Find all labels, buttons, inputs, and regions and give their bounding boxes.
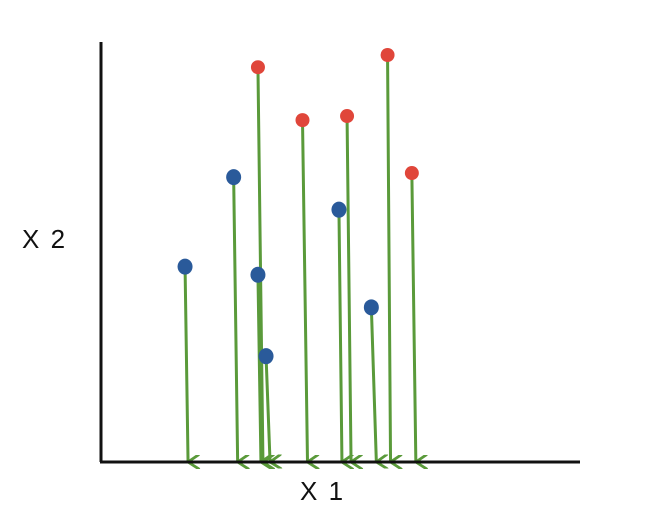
red-data-point bbox=[295, 113, 310, 128]
projection-arrow bbox=[369, 305, 376, 462]
projection-arrow bbox=[301, 118, 308, 462]
projection-arrow bbox=[232, 175, 238, 462]
projection-arrow bbox=[183, 265, 188, 462]
blue-data-point bbox=[331, 201, 347, 218]
data-points bbox=[177, 48, 419, 365]
projection-arrows bbox=[183, 53, 416, 462]
projection-arrow bbox=[256, 65, 263, 462]
projection-arrow bbox=[410, 171, 416, 462]
blue-data-point bbox=[250, 266, 266, 283]
x-axis-label: X 1 bbox=[300, 476, 346, 506]
red-data-point bbox=[340, 109, 355, 124]
blue-data-point bbox=[226, 169, 242, 186]
projection-arrow bbox=[264, 354, 270, 462]
projection-arrow bbox=[386, 53, 391, 462]
projection-arrow bbox=[337, 208, 342, 462]
red-data-point bbox=[380, 48, 395, 62]
blue-data-point bbox=[177, 258, 193, 275]
red-data-point bbox=[250, 60, 265, 75]
blue-data-point bbox=[363, 299, 379, 316]
projection-arrow bbox=[256, 273, 261, 462]
y-axis-label: X 2 bbox=[22, 224, 68, 254]
projection-arrow bbox=[345, 114, 351, 462]
red-data-point bbox=[404, 166, 419, 181]
blue-data-point bbox=[258, 348, 274, 365]
